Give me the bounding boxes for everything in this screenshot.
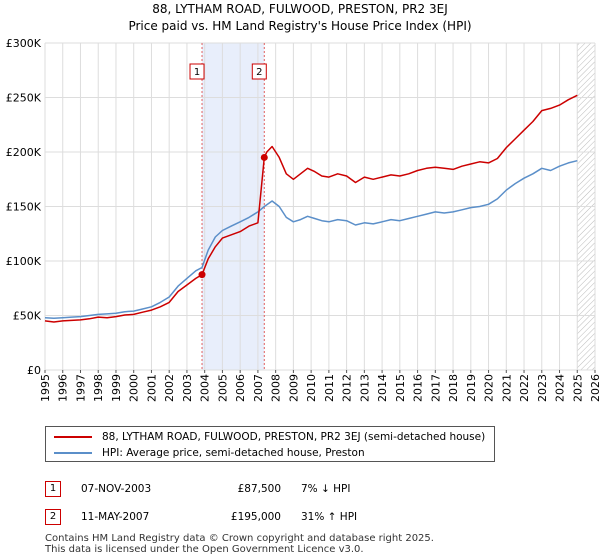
sale-row: 2 11-MAY-2007 £195,000 31% ↑ HPI (45, 503, 445, 531)
sale-price: £195,000 (230, 511, 281, 523)
price-chart: 1 2 £0 £50K £100K £150K £200K £250K £300K 1995 199… (6, 37, 600, 402)
x-tick-label: 2001 (145, 374, 158, 402)
x-tick-label: 2025 (571, 374, 584, 402)
legend-swatch-hpi (54, 452, 92, 454)
sale-row: 1 07-NOV-2003 £87,500 7% ↓ HPI (45, 475, 445, 503)
sale-marker: 2 (45, 509, 61, 525)
x-tick-label: 2015 (394, 374, 407, 402)
legend-swatch-property (54, 436, 92, 438)
legend-label-hpi: HPI: Average price, semi-detached house,… (102, 447, 365, 459)
x-tick-label: 2011 (323, 374, 336, 402)
x-tick-label: 1998 (92, 374, 105, 402)
x-tick-label: 2024 (554, 374, 567, 402)
x-tick-label: 2021 (500, 374, 513, 402)
sale-marker-label: 2 (256, 67, 262, 78)
x-tick-label: 2002 (163, 374, 176, 402)
x-tick-label: 2013 (358, 374, 371, 402)
x-tick-label: 2007 (252, 374, 265, 402)
sale-hpi-change: 31% ↑ HPI (301, 511, 358, 523)
y-tick-label: £200K (6, 146, 42, 159)
x-tick-label: 2017 (429, 374, 442, 402)
y-tick-label: £0 (27, 364, 41, 377)
sale-point (260, 153, 268, 161)
x-tick-label: 2008 (270, 374, 283, 402)
x-tick-label: 2020 (483, 374, 496, 402)
hpi-line (44, 159, 578, 319)
legend-item-hpi: HPI: Average price, semi-detached house,… (54, 445, 365, 461)
sale-marker-box (251, 63, 267, 80)
y-tick-label: £50K (13, 310, 42, 323)
y-tick-label: £250K (6, 92, 42, 105)
sale-marker-box (189, 63, 205, 80)
sale-price: £87,500 (237, 483, 281, 495)
x-tick-label: 2004 (199, 374, 212, 402)
sale-marker: 1 (45, 481, 61, 497)
x-tick-label: 2012 (341, 374, 354, 402)
chart-subtitle: Price paid vs. HM Land Registry's House … (128, 19, 472, 33)
sales-table: 1 07-NOV-2003 £87,500 7% ↓ HPI 2 11-MAY-… (45, 475, 445, 531)
sale-marker-label: 1 (194, 67, 200, 78)
x-tick-label: 2005 (216, 374, 229, 402)
x-tick-label: 2009 (287, 374, 300, 402)
sale-point (198, 271, 206, 279)
y-tick-label: £300K (6, 37, 42, 50)
chart-legend: 88, LYTHAM ROAD, FULWOOD, PRESTON, PR2 3… (45, 426, 495, 462)
y-tick-label: £100K (6, 255, 42, 268)
x-tick-label: 2026 (589, 374, 600, 402)
x-tick-label: 1996 (57, 374, 70, 402)
x-tick-label: 2019 (465, 374, 478, 402)
sale-date: 07-NOV-2003 (81, 483, 152, 495)
y-tick-label: £150K (6, 201, 42, 214)
footer-line-2: This data is licensed under the Open Gov… (45, 544, 364, 555)
x-tick-label: 2016 (412, 374, 425, 402)
chart-title: 88, LYTHAM ROAD, FULWOOD, PRESTON, PR2 3… (152, 2, 448, 16)
legend-label-property: 88, LYTHAM ROAD, FULWOOD, PRESTON, PR2 3… (102, 431, 486, 443)
x-tick-label: 2010 (305, 374, 318, 402)
footer: Contains HM Land Registry data © Crown c… (45, 533, 434, 555)
x-tick-label: 2014 (376, 374, 389, 402)
legend-item-property: 88, LYTHAM ROAD, FULWOOD, PRESTON, PR2 3… (54, 429, 485, 445)
x-tick-label: 2006 (234, 374, 247, 402)
x-tick-label: 2018 (447, 374, 460, 402)
footer-line-1: Contains HM Land Registry data © Crown c… (45, 533, 434, 544)
x-tick-label: 2003 (181, 374, 194, 402)
x-tick-label: 2023 (536, 374, 549, 402)
sale-date: 11-MAY-2007 (81, 511, 150, 523)
x-tick-label: 1997 (74, 374, 87, 402)
property-price-line (44, 94, 578, 323)
x-tick-label: 1999 (110, 374, 123, 402)
x-tick-label: 2000 (128, 374, 141, 402)
x-tick-label: 1995 (39, 374, 52, 402)
sale-hpi-change: 7% ↓ HPI (301, 483, 351, 495)
x-tick-label: 2022 (518, 374, 531, 402)
